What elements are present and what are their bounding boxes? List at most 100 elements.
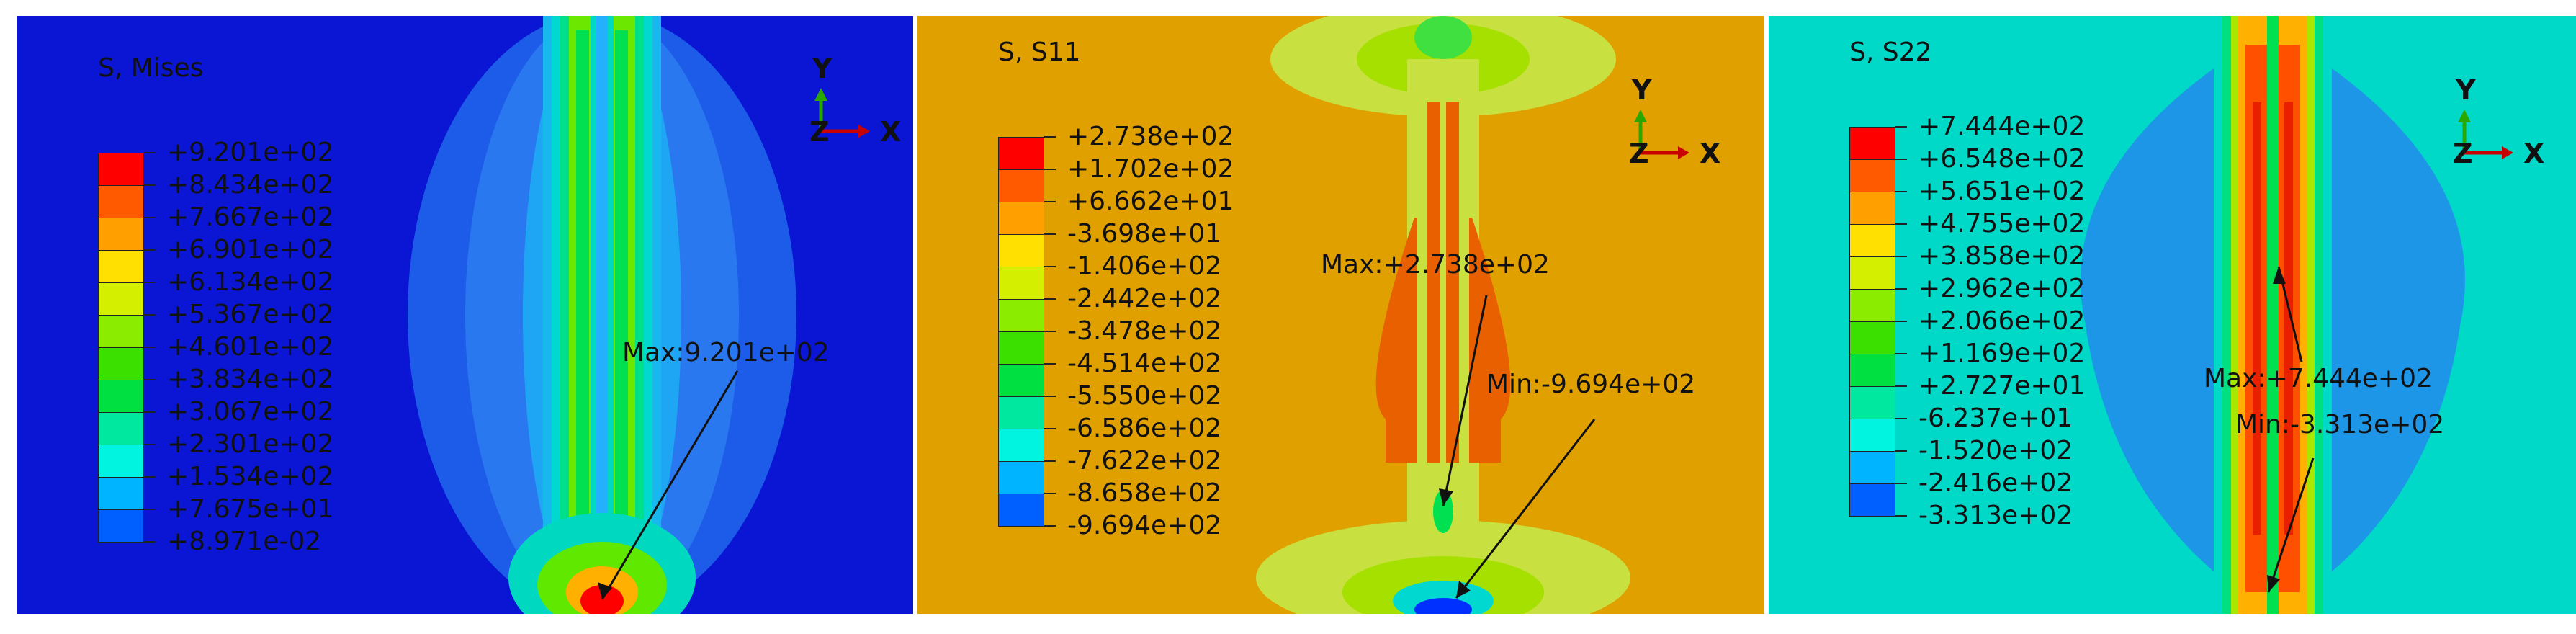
legend-tick <box>1044 136 1056 138</box>
legend-swatch <box>98 315 144 348</box>
legend-tick <box>1895 450 1907 452</box>
legend-swatch <box>998 299 1044 332</box>
legend-value-label: +2.727e+01 <box>1918 371 2086 401</box>
legend-tick <box>1895 385 1907 387</box>
legend-tick <box>144 541 156 543</box>
legend-value-label: +2.066e+02 <box>1918 306 2086 336</box>
min-annotation: Min:-9.694e+02 <box>1486 370 1696 399</box>
axis-triad: Y Z X <box>2436 66 2551 174</box>
legend-value-label: +1.702e+02 <box>1067 154 1234 184</box>
legend-value-label: +8.971e-02 <box>167 527 322 556</box>
legend-tick <box>144 411 156 413</box>
s22-contour-plot <box>1769 16 2576 614</box>
legend-value-label: -9.694e+02 <box>1067 511 1222 540</box>
legend-tick <box>1895 158 1907 160</box>
axis-x-label: X <box>880 116 902 148</box>
legend-swatch <box>1849 451 1895 484</box>
legend-value-label: +3.858e+02 <box>1918 241 2086 271</box>
legend-tick <box>1044 169 1056 170</box>
legend-tick <box>1044 493 1056 494</box>
legend-swatch <box>98 185 144 218</box>
legend-tick <box>1044 331 1056 332</box>
legend-swatch <box>98 250 144 283</box>
axis-x-label: X <box>1700 138 1721 169</box>
axis-z-label: Z <box>1629 138 1649 169</box>
legend-tick <box>1044 233 1056 235</box>
axis-z-label: Z <box>809 116 830 148</box>
legend-tick <box>1044 428 1056 429</box>
legend-value-label: -8.658e+02 <box>1067 478 1222 508</box>
legend-value-label: +5.651e+02 <box>1918 177 2086 206</box>
axis-triad: Y Z X <box>1612 66 1727 174</box>
legend-swatch <box>998 396 1044 429</box>
legend-value-label: -4.514e+02 <box>1067 349 1222 378</box>
legend-swatch <box>1849 224 1895 257</box>
legend-value-label: +5.367e+02 <box>167 300 334 329</box>
legend-swatch <box>998 494 1044 527</box>
legend-value-label: +9.201e+02 <box>167 138 334 167</box>
legend-swatch <box>1849 419 1895 452</box>
legend-value-label: -1.520e+02 <box>1918 436 2073 465</box>
legend-swatch <box>1849 386 1895 419</box>
axis-y-label: Y <box>812 53 833 84</box>
legend-value-label: +7.675e+01 <box>167 494 334 524</box>
legend-swatch <box>998 364 1044 397</box>
legend-swatch <box>98 218 144 251</box>
legend-tick <box>1895 515 1907 517</box>
max-annotation: Max:9.201e+02 <box>622 338 830 367</box>
legend-swatch <box>98 445 144 478</box>
legend-tick <box>144 476 156 478</box>
legend-swatch <box>1849 321 1895 354</box>
legend-value-label: -2.442e+02 <box>1067 284 1222 313</box>
legend-value-label: +1.534e+02 <box>167 462 334 491</box>
s11-contour-plot <box>917 16 1764 614</box>
legend-tick <box>144 347 156 348</box>
legend-value-label: -2.416e+02 <box>1918 468 2073 498</box>
legend-tick <box>144 217 156 218</box>
legend-tick <box>1895 256 1907 257</box>
legend-tick <box>144 184 156 186</box>
panel-title: S, S22 <box>1849 37 1932 67</box>
legend-value-label: +2.962e+02 <box>1918 274 2086 303</box>
legend-tick <box>1044 460 1056 462</box>
legend-swatch <box>998 267 1044 300</box>
legend-tick <box>144 379 156 380</box>
panel-mises: S, Mises +9.201e+02 +8.434e+02 +7.667e+02 +… <box>17 16 913 614</box>
legend-tick <box>144 314 156 316</box>
legend-value-label: -3.698e+01 <box>1067 219 1222 249</box>
legend-swatch <box>1849 256 1895 290</box>
legend-tick <box>1895 418 1907 419</box>
legend-tick <box>144 249 156 251</box>
legend-swatch <box>998 429 1044 462</box>
legend-swatch <box>98 380 144 413</box>
axis-y-label: Y <box>2456 74 2476 106</box>
legend-value-label: +6.548e+02 <box>1918 144 2086 174</box>
legend-tick <box>144 282 156 283</box>
legend-tick <box>1895 483 1907 484</box>
legend-swatch <box>1849 289 1895 322</box>
legend-tick <box>1895 126 1907 128</box>
legend-swatch <box>998 234 1044 267</box>
legend-swatch <box>1849 192 1895 225</box>
legend-tick <box>1895 288 1907 290</box>
legend-value-label: +7.444e+02 <box>1918 112 2086 141</box>
legend-tick <box>1895 321 1907 322</box>
legend-value-label: -3.313e+02 <box>1918 501 2073 530</box>
legend-swatch <box>998 169 1044 202</box>
axis-y-label: Y <box>1632 74 1652 106</box>
mises-contour-plot <box>17 16 913 614</box>
color-legend: +7.444e+02 +6.548e+02 +5.651e+02 +4.755e+02… <box>1849 114 2209 545</box>
legend-tick <box>1895 223 1907 225</box>
legend-value-label: -5.550e+02 <box>1067 381 1222 411</box>
legend-value-label: -1.406e+02 <box>1067 251 1222 281</box>
legend-value-label: +8.434e+02 <box>167 170 334 200</box>
legend-tick <box>1044 525 1056 527</box>
legend-value-label: +6.134e+02 <box>167 267 334 297</box>
legend-tick <box>144 444 156 445</box>
panel-s22: S, S22 +7.444e+02 +6.548e+02 +5.651e+02 +4.… <box>1769 16 2576 614</box>
panel-title: S, S11 <box>998 37 1081 67</box>
axis-z-label: Z <box>2453 138 2473 169</box>
legend-swatch <box>1849 127 1895 160</box>
legend-swatch <box>1849 483 1895 517</box>
legend-value-label: +4.601e+02 <box>167 332 334 362</box>
